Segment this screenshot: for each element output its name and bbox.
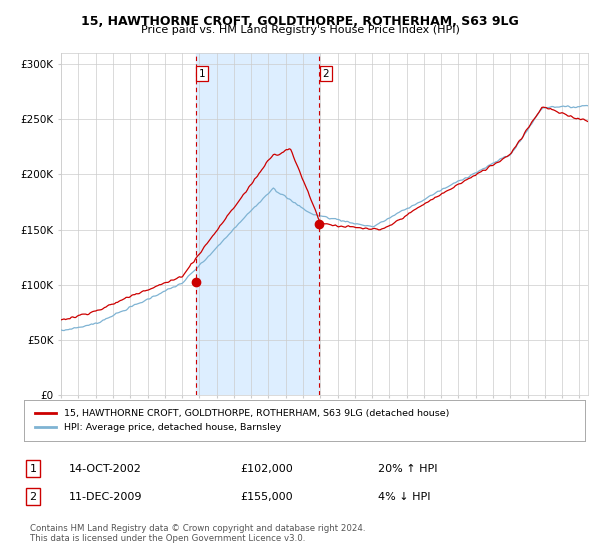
Legend: 15, HAWTHORNE CROFT, GOLDTHORPE, ROTHERHAM, S63 9LG (detached house), HPI: Avera: 15, HAWTHORNE CROFT, GOLDTHORPE, ROTHERH… — [32, 405, 453, 436]
Text: 14-OCT-2002: 14-OCT-2002 — [69, 464, 142, 474]
Text: 20% ↑ HPI: 20% ↑ HPI — [378, 464, 437, 474]
Text: Contains HM Land Registry data © Crown copyright and database right 2024.
This d: Contains HM Land Registry data © Crown c… — [30, 524, 365, 543]
Text: 11-DEC-2009: 11-DEC-2009 — [69, 492, 143, 502]
Text: 2: 2 — [323, 68, 329, 78]
Bar — [196, 53, 319, 395]
Text: £155,000: £155,000 — [240, 492, 293, 502]
Text: Price paid vs. HM Land Registry's House Price Index (HPI): Price paid vs. HM Land Registry's House … — [140, 25, 460, 35]
Text: 1: 1 — [199, 68, 205, 78]
Text: 1: 1 — [29, 464, 37, 474]
Text: 2: 2 — [29, 492, 37, 502]
Text: £102,000: £102,000 — [240, 464, 293, 474]
Text: 15, HAWTHORNE CROFT, GOLDTHORPE, ROTHERHAM, S63 9LG: 15, HAWTHORNE CROFT, GOLDTHORPE, ROTHERH… — [81, 15, 519, 27]
Text: 4% ↓ HPI: 4% ↓ HPI — [378, 492, 431, 502]
